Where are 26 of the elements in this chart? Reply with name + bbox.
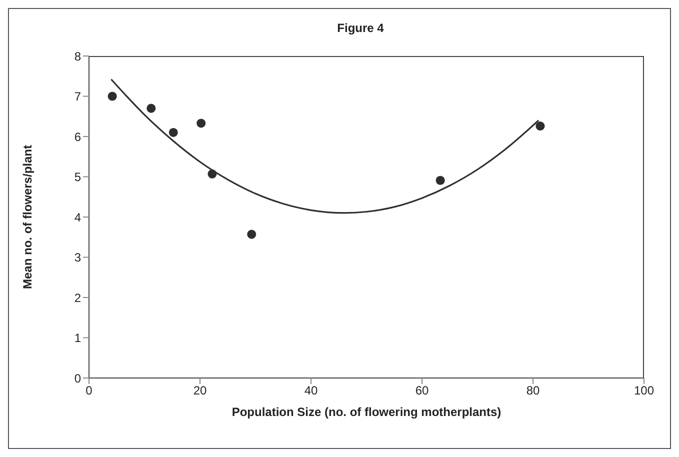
- chart-title: Figure 4: [336, 21, 385, 35]
- point: [436, 176, 445, 185]
- y-tick-label: 4: [74, 210, 82, 224]
- x-tick-label: 0: [86, 384, 93, 398]
- y-tick-label: 3: [74, 250, 82, 265]
- y-tick-label: 6: [74, 130, 82, 144]
- point: [168, 128, 178, 137]
- x-tick-label: 40: [304, 384, 318, 398]
- y-tick-label: 7: [74, 90, 82, 104]
- point: [108, 92, 117, 101]
- x-axis-title: Population Size (no. of flowering motherplants): [232, 405, 502, 419]
- point: [247, 230, 256, 239]
- x-tick-label: 60: [415, 384, 429, 398]
- y-axis-title: Mean no. of flowers/plant: [20, 144, 34, 290]
- x-tick-label: 20: [193, 384, 207, 398]
- y-tick-label: 1: [74, 331, 82, 346]
- y-tick-label: 5: [74, 170, 82, 184]
- point: [146, 104, 156, 113]
- point: [208, 169, 217, 178]
- y-tick-label: 8: [74, 49, 82, 64]
- x-tick-label: 100: [634, 384, 654, 398]
- x-tick-label: 80: [526, 384, 540, 398]
- point: [196, 118, 206, 128]
- y-tick-label: 2: [74, 290, 82, 305]
- point: [536, 122, 545, 131]
- y-tick-label: 0: [74, 371, 82, 386]
